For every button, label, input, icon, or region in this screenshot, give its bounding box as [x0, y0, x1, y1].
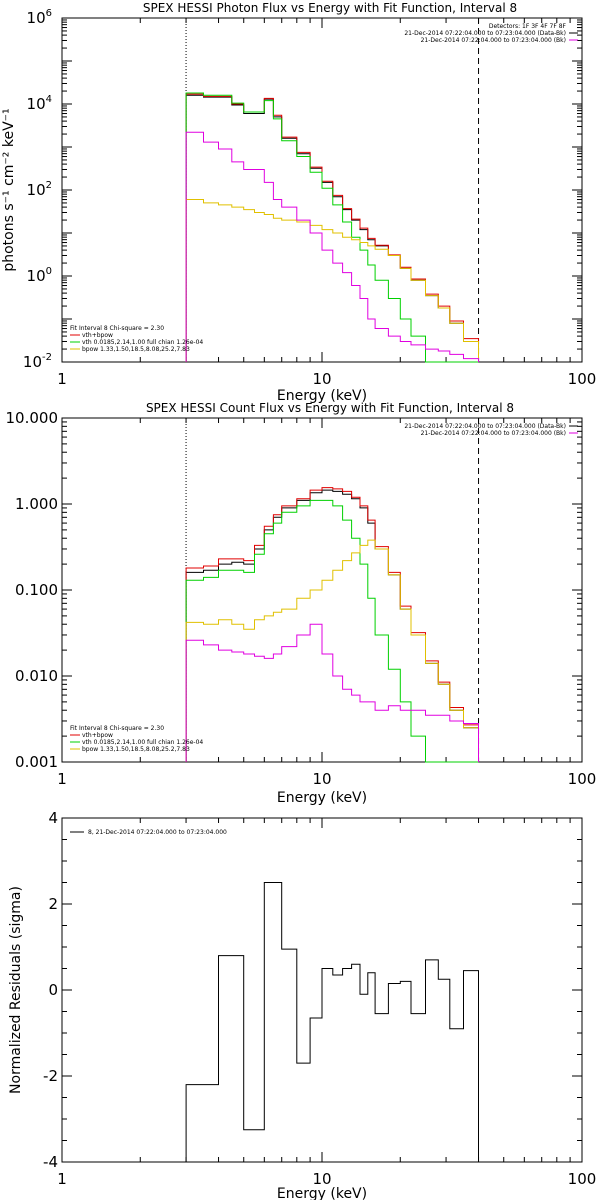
- legend-entry: Fit Interval 8 Chi-square = 2.30: [70, 325, 164, 332]
- y-tick-label: 0: [48, 981, 58, 999]
- x-tick-label: 10: [312, 1170, 331, 1188]
- legend-entry: 21-Dec-2014 07:22:04.000 to 07:23:04.000…: [404, 423, 566, 430]
- y-tick-label: -2: [43, 1067, 58, 1085]
- series-data-bk: [185, 94, 479, 362]
- x-tick-label: 100: [568, 770, 597, 788]
- series-vth-bpow: [185, 487, 479, 762]
- panel-1-x-axis-label: Energy (keV): [277, 388, 367, 404]
- panel-3-x-axis-label: Energy (keV): [277, 1186, 367, 1200]
- x-tick-label: 1: [57, 370, 67, 388]
- panel-3-plot-area: 1 10 100 -4 -2 0 2 4 8, 21-Dec-2014 07:22:04.000…: [43, 809, 596, 1188]
- y-tick-label: 2: [48, 895, 58, 913]
- legend-entry: vth+bpow: [82, 732, 113, 739]
- series-8-21-dec-2014-07-22-04-000-to-: [185, 882, 479, 1162]
- panel-count-flux: SPEX HESSI Count Flux vs Energy with Fit…: [6, 401, 597, 806]
- panel-photon-flux: SPEX HESSI Photon Flux vs Energy with Fi…: [1, 1, 596, 404]
- legend-entry: Detectors: 1F 3F 4F 7F 8F: [489, 23, 567, 30]
- y-tick-label: 0.100: [15, 581, 58, 599]
- panel-1-title: SPEX HESSI Photon Flux vs Energy with Fi…: [143, 1, 517, 15]
- x-tick-label: 1: [57, 770, 67, 788]
- panel-2-plot-area: 1 10 100 0.001 0.010 0.100 1.000 10.000 21-Dec-2…: [6, 409, 597, 788]
- panel-1-y-axis-label: photons s⁻¹ cm⁻² keV⁻¹: [1, 108, 17, 271]
- y-tick-label: 100: [27, 266, 52, 285]
- series-data-bk: [185, 489, 479, 762]
- y-tick-label: -4: [43, 1153, 58, 1171]
- x-tick-label: 100: [568, 370, 597, 388]
- legend-entry: 8, 21-Dec-2014 07:22:04.000 to 07:23:04.…: [88, 829, 227, 836]
- x-tick-label: 1: [57, 1170, 67, 1188]
- series-bk: [185, 623, 479, 762]
- series-bpow: [185, 199, 479, 362]
- y-tick-label: 0.001: [15, 753, 58, 771]
- y-tick-label: 4: [48, 809, 58, 827]
- legend-entry: bpow 1.33,1.50,18.5,8.08,25.2,7.83: [82, 746, 190, 753]
- panel-2-title: SPEX HESSI Count Flux vs Energy with Fit…: [146, 401, 514, 415]
- x-tick-label: 10: [312, 770, 331, 788]
- series-bpow: [185, 539, 479, 762]
- legend-entry: vth 0.0185,2.14,1.00 full chian 1.26e-04: [82, 739, 203, 746]
- y-tick-label: 0.010: [15, 667, 58, 685]
- x-tick-label: 100: [568, 1170, 597, 1188]
- x-tick-label: 10: [312, 370, 331, 388]
- legend-entry: 21-Dec-2014 07:22:04.000 to 07:23:04.000…: [421, 430, 566, 437]
- y-tick-label: 10.000: [6, 409, 59, 427]
- panel-residuals: 1 10 100 -4 -2 0 2 4 8, 21-Dec-2014 07:22:04.000…: [8, 809, 596, 1200]
- y-tick-label: 1.000: [15, 495, 58, 513]
- legend-entry: 21-Dec-2014 07:22:04.000 to 07:23:04.000…: [404, 30, 566, 37]
- y-tick-label: 102: [27, 180, 52, 199]
- legend-entry: bpow 1.33,1.50,18.5,8.08,25.2,7.83: [82, 346, 190, 353]
- y-tick-label: 106: [27, 8, 52, 27]
- legend-entry: vth+bpow: [82, 332, 113, 339]
- legend-entry: Fit Interval 8 Chi-square = 2.30: [70, 725, 164, 732]
- series-vth: [185, 499, 479, 763]
- series-bk: [185, 131, 479, 362]
- series-vth: [185, 92, 479, 363]
- panel-1-frame: [61, 17, 583, 363]
- y-tick-label: 10-2: [23, 352, 52, 371]
- panel-2-x-axis-label: Energy (keV): [277, 790, 367, 806]
- y-tick-label: 104: [27, 94, 52, 113]
- series-vth-bpow: [185, 93, 479, 362]
- panel-3-y-axis-label: Normalized Residuals (sigma): [8, 886, 24, 1094]
- legend-entry: vth 0.0185,2.14,1.00 full chian 1.26e-04: [82, 339, 203, 346]
- legend-entry: 21-Dec-2014 07:22:04.000 to 07:23:04.000…: [421, 37, 566, 44]
- panel-1-plot-area: 1 10 100 10-2 100 102 104 106 Detectors: 1F 3F 4…: [23, 8, 596, 388]
